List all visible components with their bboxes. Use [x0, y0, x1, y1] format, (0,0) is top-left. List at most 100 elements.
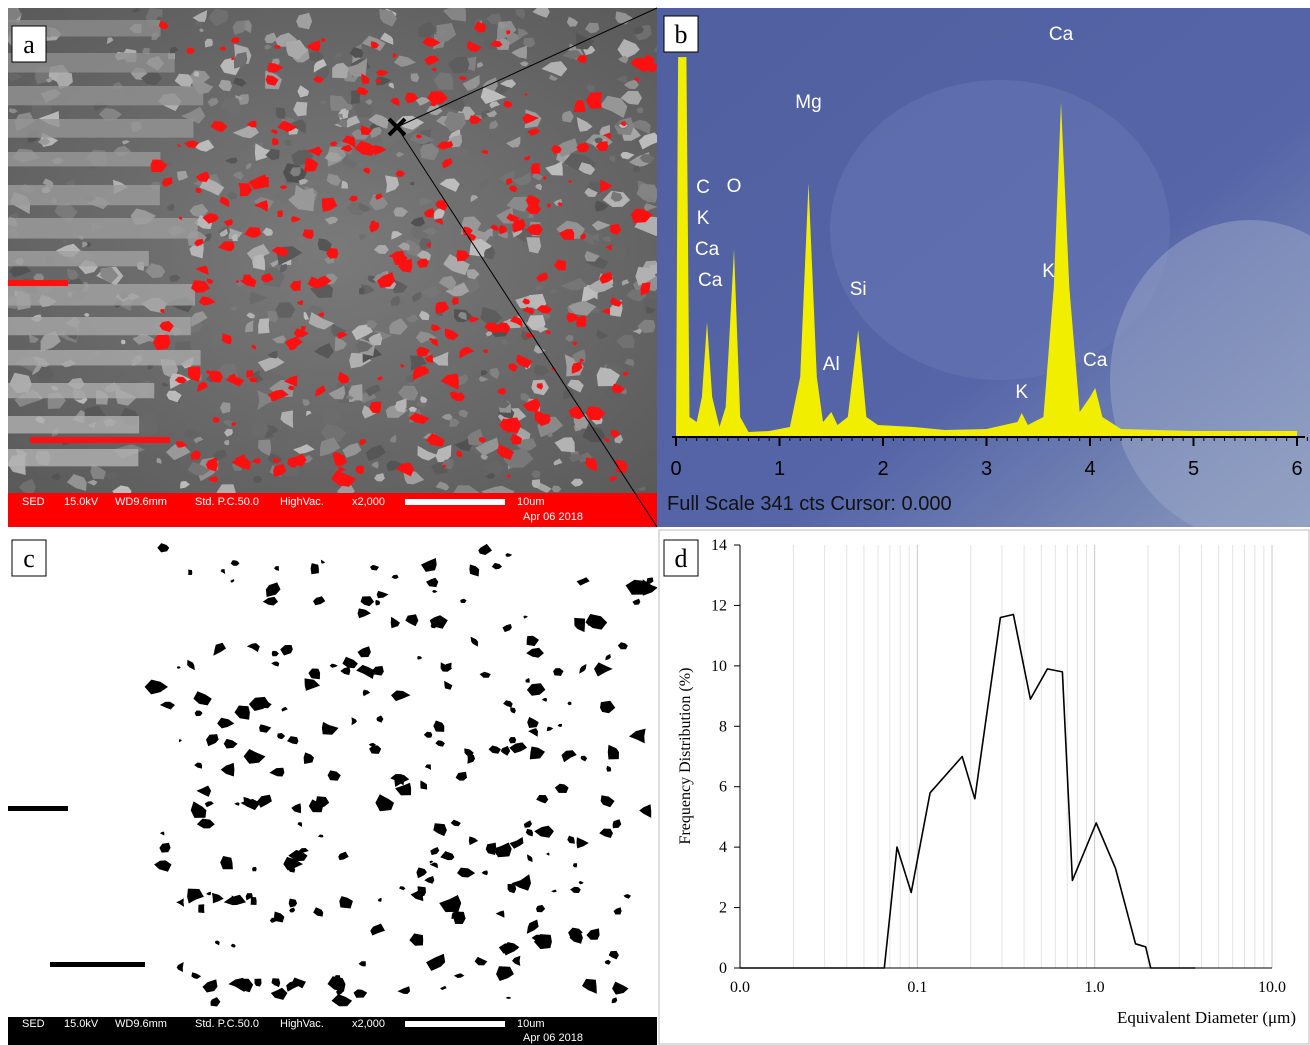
- pore-black: [586, 928, 600, 940]
- grain: [270, 259, 279, 268]
- pore-black: [230, 943, 236, 948]
- pore-red: [361, 73, 370, 85]
- x-tick-label: 10.0: [1258, 979, 1286, 996]
- pore-red: [566, 312, 579, 323]
- pore-black: [570, 886, 581, 893]
- grain: [462, 75, 480, 91]
- grain: [616, 75, 628, 86]
- layer-band: [8, 383, 155, 399]
- scale-bar: [405, 499, 505, 505]
- pore-red: [251, 458, 261, 464]
- pore-black: [339, 896, 353, 909]
- pore-red: [505, 178, 513, 185]
- x-tick-label: 0.0: [730, 979, 750, 996]
- pore-black: [320, 559, 326, 564]
- pore-black: [553, 668, 564, 676]
- grain: [506, 31, 522, 46]
- grain: [607, 246, 627, 259]
- grain: [467, 428, 483, 446]
- grain: [250, 419, 269, 438]
- grain: [549, 288, 558, 294]
- grain: [224, 439, 230, 446]
- pore-red: [207, 476, 219, 483]
- grain: [565, 334, 574, 342]
- pore-black: [357, 608, 371, 619]
- grain: [582, 369, 591, 376]
- pore-black: [561, 750, 577, 763]
- grain: [232, 123, 259, 139]
- grain: [553, 458, 563, 466]
- grain: [526, 237, 542, 254]
- pore-black: [512, 955, 521, 966]
- pore-black: [576, 837, 589, 849]
- grain: [166, 390, 182, 403]
- pore-black: [370, 666, 382, 675]
- pore-black: [220, 856, 233, 870]
- pore-red: [416, 346, 430, 357]
- pore-red: [431, 67, 437, 72]
- grain: [499, 79, 517, 88]
- pore-red: [413, 366, 430, 375]
- grain: [265, 148, 280, 161]
- grain: [213, 449, 227, 462]
- pore-black: [510, 707, 516, 714]
- layer-band: [8, 251, 149, 267]
- grain: [194, 139, 215, 152]
- pore-black: [157, 543, 170, 553]
- pore-black: [460, 598, 467, 604]
- grain: [516, 438, 537, 452]
- pore-red: [609, 223, 622, 235]
- grain: [602, 236, 611, 242]
- pore-red: [630, 208, 653, 223]
- pore-red: [431, 324, 441, 331]
- grain: [345, 394, 354, 400]
- pore-black: [176, 898, 185, 907]
- grain: [373, 245, 389, 254]
- pore-red: [585, 92, 603, 109]
- pore-red: [551, 144, 562, 154]
- pore-red: [495, 328, 501, 333]
- layer-band: [8, 152, 161, 167]
- info-text: Apr 06 2018: [523, 1032, 583, 1044]
- peak-label: Si: [850, 279, 867, 300]
- pore-red: [240, 277, 257, 288]
- pore-black: [567, 701, 572, 706]
- grain: [8, 108, 18, 114]
- pore-black: [176, 962, 184, 972]
- pore-black: [646, 577, 654, 585]
- grain: [405, 239, 421, 258]
- grain: [616, 334, 635, 349]
- pore-black: [178, 739, 182, 743]
- pore-black: [291, 803, 302, 814]
- grain: [193, 436, 204, 444]
- pore-black: [271, 650, 279, 657]
- grain: [191, 311, 208, 327]
- pore-black: [503, 700, 513, 708]
- pore-black: [308, 799, 324, 813]
- grain: [618, 55, 629, 64]
- pore-red: [210, 121, 228, 132]
- info-text: 10um: [517, 1018, 545, 1030]
- grain: [541, 61, 568, 77]
- pore-red: [490, 40, 503, 48]
- pore-black: [270, 987, 288, 1000]
- pore-red: [205, 457, 218, 472]
- y-axis-label: Frequency Distribution (%): [677, 668, 694, 845]
- pore-black: [430, 623, 437, 629]
- pore-black: [523, 615, 528, 619]
- grain: [18, 478, 36, 493]
- grain: [589, 233, 600, 242]
- pore-black: [426, 577, 439, 588]
- spectrum-footer: Full Scale 341 cts Cursor: 0.000: [667, 493, 952, 515]
- pore-black: [360, 596, 375, 607]
- pore-red: [557, 202, 563, 207]
- grain: [337, 484, 355, 493]
- pore-black: [287, 736, 299, 745]
- grain: [272, 373, 286, 382]
- grain: [380, 127, 401, 148]
- x-tick-label: 0.1: [907, 979, 927, 996]
- pore-black: [327, 770, 341, 781]
- pore-red: [522, 298, 531, 305]
- grain: [515, 9, 526, 20]
- grain: [66, 268, 79, 281]
